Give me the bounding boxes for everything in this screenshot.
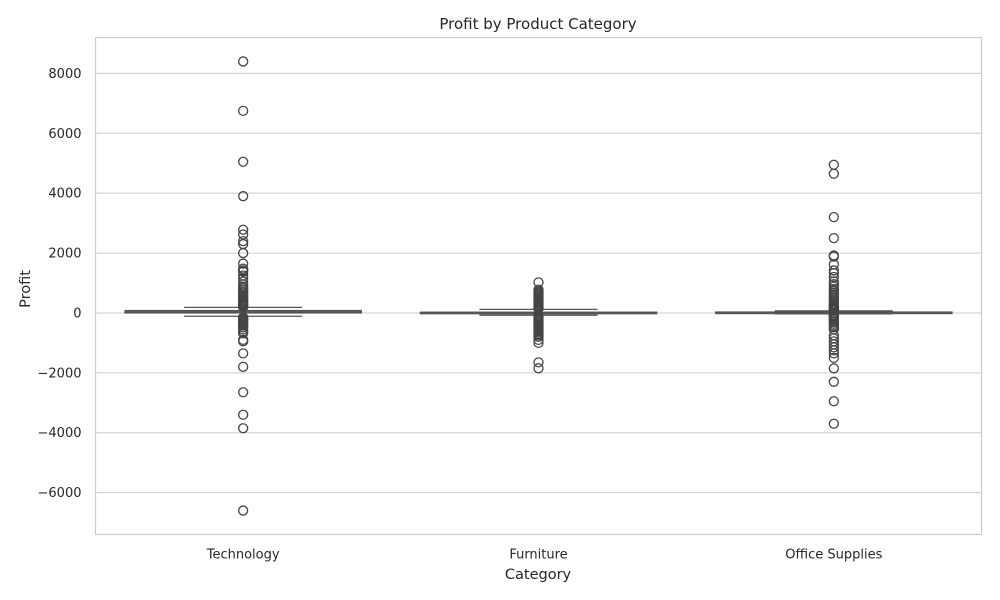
outlier-point [238,301,249,313]
outlier-point [238,235,249,247]
y-tick-label: 8000 [48,67,81,82]
y-tick-label: 4000 [48,187,81,202]
outlier-point [828,159,839,170]
outlier-point [238,409,249,420]
chart-title: Profit by Product Category [439,15,636,33]
y-axis-label: Profit [18,270,34,308]
outlier-point [828,265,839,276]
y-tick-label: −4000 [38,426,82,441]
outlier-point [828,211,839,223]
outlier-point [828,418,839,429]
outlier-point [238,423,249,434]
outlier-point [238,156,249,167]
y-tick-labels: −6000 −4000 −2000 0 2000 4000 6000 8000 [38,67,82,501]
outlier-point [828,345,839,356]
x-tick-label: Technology [206,548,280,563]
x-tick-label: Furniture [509,548,567,563]
outlier-point [828,232,839,244]
x-axis-label: Category [505,567,572,583]
outlier-point [238,56,249,67]
outlier-point [828,363,839,374]
outlier-point [828,352,839,364]
outlier-point [238,224,249,235]
plot-frame [94,36,983,536]
outlier-point [533,363,544,374]
outlier-point [828,251,839,262]
x-tick-labels: Technology Furniture Office Supplies [206,548,883,563]
y-tick-label: 6000 [48,127,81,142]
outlier-point [238,361,249,372]
grid-layer [95,72,982,494]
outlier-point [828,396,839,407]
y-tick-label: 0 [73,306,81,321]
outlier-point [238,505,249,516]
outlier-point [533,357,544,368]
outlier-point [238,336,249,347]
outlier-layer [238,56,839,516]
outlier-point [238,247,249,259]
outlier-point [238,387,249,398]
outlier-point [533,334,544,346]
outlier-point [533,337,544,349]
x-tick-label: Office Supplies [785,548,882,563]
outlier-point [238,105,249,117]
outlier-point [238,266,249,277]
outlier-point [828,348,839,359]
y-tick-label: −2000 [38,366,82,381]
outlier-point [828,342,839,353]
y-tick-label: 2000 [48,247,81,262]
outlier-point [238,273,249,284]
outlier-point [238,348,249,359]
outlier-point [828,168,839,179]
outlier-point [238,258,249,269]
outlier-point [238,328,249,339]
outlier-point [533,331,544,343]
outlier-point [828,376,839,387]
outlier-point [238,191,249,202]
y-tick-label: −6000 [38,486,82,501]
